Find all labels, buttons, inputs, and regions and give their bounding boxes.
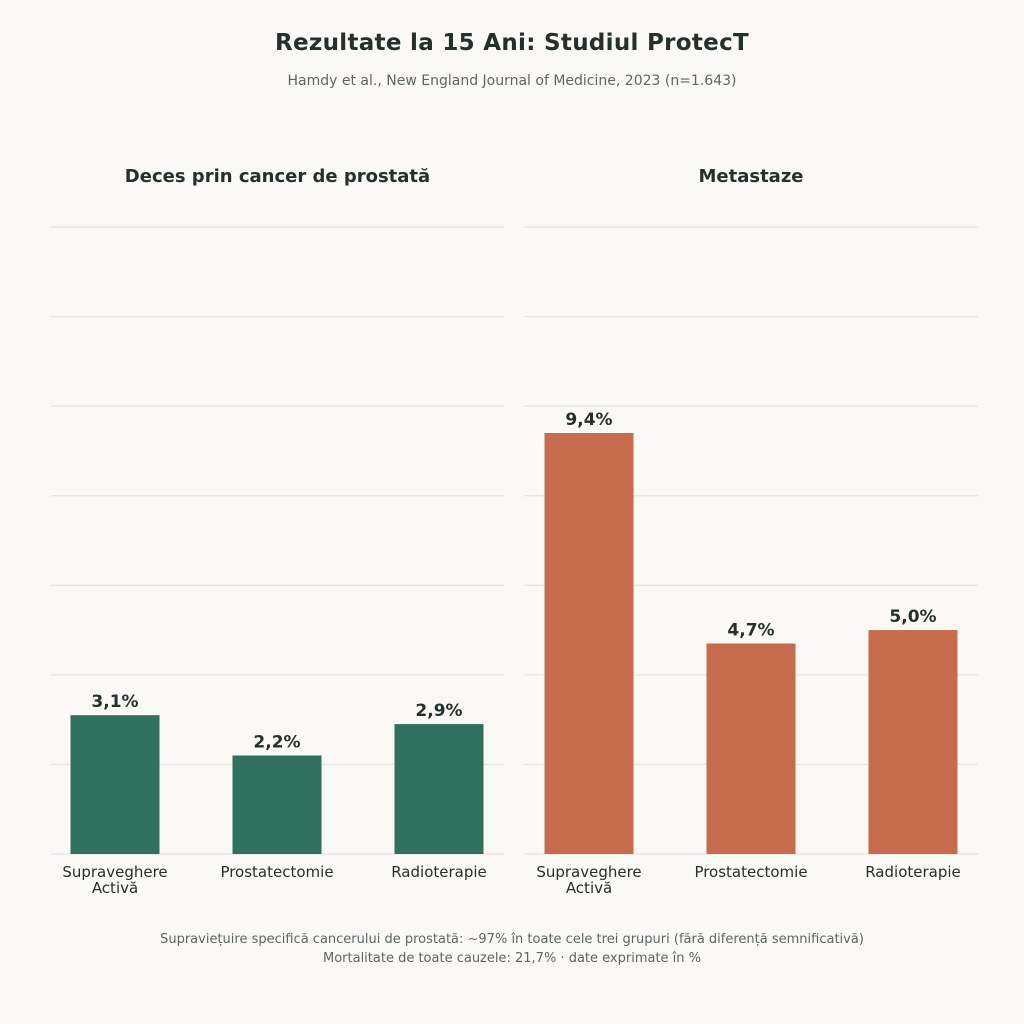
tick-label: Prostatectomie [220,863,333,881]
data-label: 2,9% [415,701,462,721]
bar [868,630,958,854]
chart-title: Rezultate la 15 Ani: Studiul ProtecT [274,30,750,56]
panel-2: Metastaze 9,4% Supraveghere Activă 4,7% Prost… [524,166,978,897]
data-label: 9,4% [565,410,612,430]
panel-title: Deces prin cancer de prostată [125,166,430,187]
footer-note-mortality: Mortalitate de toate cauzele: 21,7% · da… [322,951,702,966]
bar [394,724,484,854]
data-label: 3,1% [91,692,138,712]
panel-1: Deces prin cancer de prostată 3,1% Suprave… [51,166,504,897]
tick-label: Prostatectomie [694,863,807,881]
tick-label: Supraveghere Activă [536,863,641,897]
bar [232,755,322,854]
tick-label: Radioterapie [865,863,961,881]
footer-note-survival: Supraviețuire specifică cancerului de pr… [160,932,864,947]
tick-label: Radioterapie [391,863,487,881]
bar [70,715,160,854]
bar [544,433,634,854]
data-label: 2,2% [253,732,300,752]
data-label: 4,7% [727,621,774,641]
data-label: 5,0% [889,607,936,627]
bar [706,643,796,854]
chart-subtitle: Hamdy et al., New England Journal of Med… [287,73,737,89]
tick-label: Supraveghere Activă [62,863,167,897]
panel-title: Metastaze [698,166,803,187]
